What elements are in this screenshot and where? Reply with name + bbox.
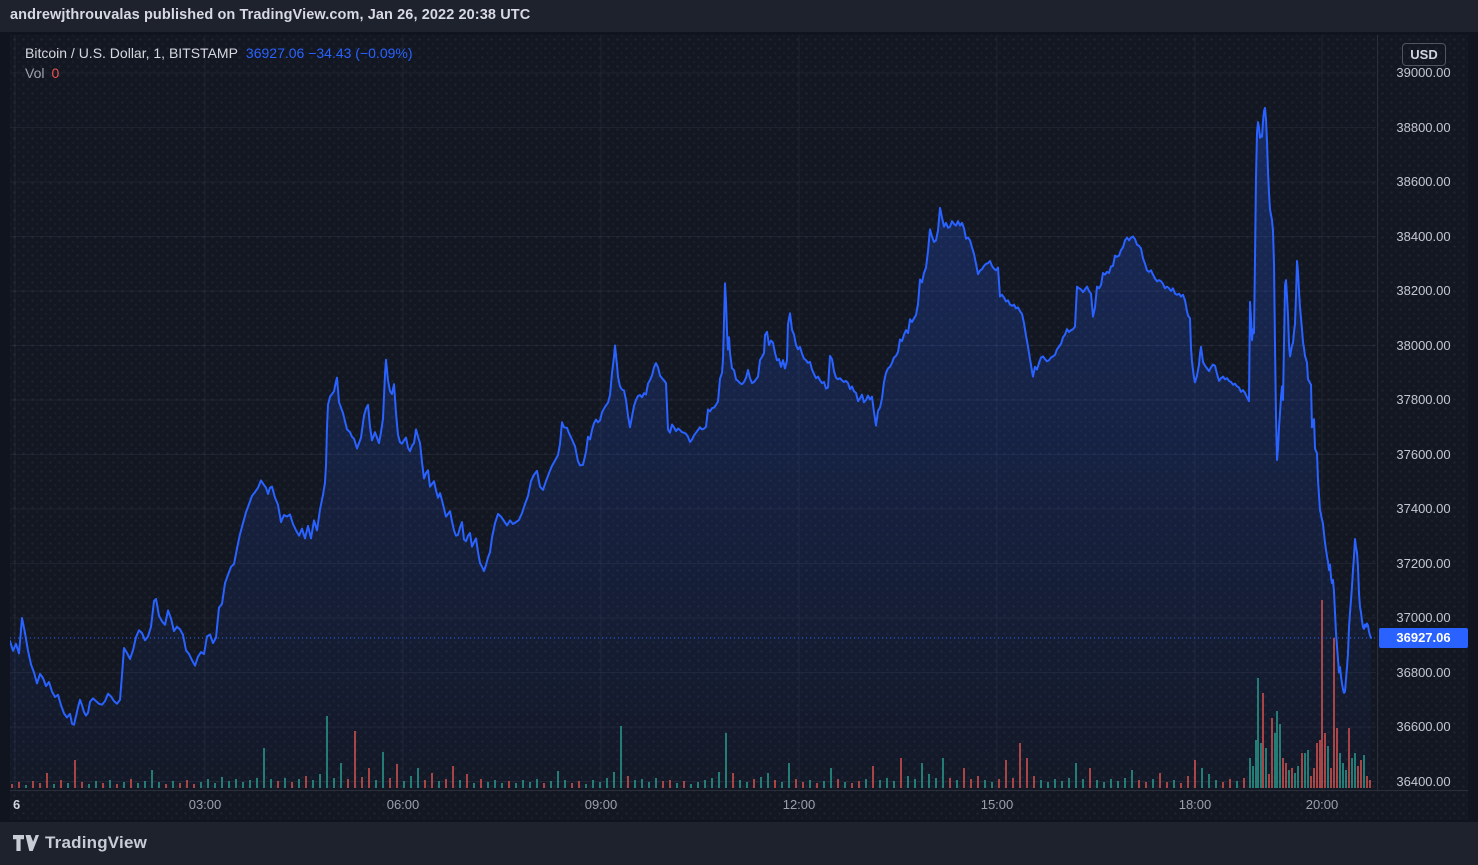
- price-chart-canvas[interactable]: [10, 35, 1376, 790]
- price-axis-label: 38400.00: [1396, 228, 1451, 244]
- price-axis-label: 37600.00: [1396, 446, 1451, 462]
- price-axis-label: 37400.00: [1396, 501, 1451, 516]
- price-axis-label: 36800.00: [1396, 664, 1451, 680]
- price-axis-label: 38600.00: [1396, 174, 1451, 189]
- volume-legend-row: Vol 0: [25, 63, 413, 83]
- time-axis-label: 15:00: [980, 797, 1014, 812]
- price-axis-label: 36400.00: [1396, 773, 1451, 789]
- time-axis-label: 20:00: [1305, 797, 1339, 812]
- current-price-badge: 36927.06: [1379, 628, 1468, 648]
- time-axis[interactable]: 6 03:00 06:00 09:00 12:00 15:00 18:00 20:00: [10, 790, 1468, 821]
- price-axis-label: 37800.00: [1396, 392, 1451, 407]
- price-axis-label: 39000.00: [1396, 65, 1451, 80]
- price-axis-label: 38800.00: [1396, 119, 1451, 135]
- chart-legend: Bitcoin / U.S. Dollar, 1, BITSTAMP 36927.…: [25, 43, 413, 83]
- tradingview-logo[interactable]: TradingView: [13, 833, 147, 853]
- price-axis-label: 36600.00: [1396, 719, 1451, 734]
- price-axis-label: 37000.00: [1396, 610, 1451, 625]
- price-area-fill: [10, 107, 1371, 789]
- price-axis-label: 38200.00: [1396, 283, 1451, 298]
- footer-bar: TradingView: [0, 822, 1478, 865]
- time-axis-label: 09:00: [584, 797, 618, 812]
- published-header-bar: andrewjthrouvalas published on TradingVi…: [0, 0, 1478, 32]
- symbol-title-row: Bitcoin / U.S. Dollar, 1, BITSTAMP 36927.…: [25, 43, 413, 63]
- price-axis[interactable]: USD 36927.06 39000.00 38800.00 38600.00 384…: [1377, 35, 1469, 790]
- time-axis-label: 03:00: [188, 797, 222, 812]
- chart-widget: Bitcoin / U.S. Dollar, 1, BITSTAMP 36927.…: [10, 35, 1468, 820]
- time-axis-label: 6: [13, 797, 21, 812]
- currency-unit-badge: USD: [1402, 43, 1446, 66]
- symbol-title: Bitcoin / U.S. Dollar, 1, BITSTAMP: [25, 45, 238, 61]
- time-axis-label: 12:00: [782, 797, 816, 812]
- price-line-series: [10, 106, 1372, 726]
- tradingview-logo-text: TradingView: [45, 833, 148, 852]
- tradingview-logo-icon: [13, 834, 39, 851]
- time-axis-label: 06:00: [386, 797, 420, 812]
- published-header-text: andrewjthrouvalas published on TradingVi…: [10, 7, 531, 23]
- time-axis-label: 18:00: [1178, 797, 1212, 812]
- price-axis-label: 37200.00: [1396, 555, 1451, 571]
- volume-value: 0: [51, 65, 60, 81]
- volume-bars: [11, 600, 1371, 788]
- price-axis-label: 38000.00: [1396, 337, 1451, 353]
- symbol-price-change: 36927.06 −34.43 (−0.09%): [245, 45, 413, 61]
- volume-label: Vol: [25, 65, 45, 81]
